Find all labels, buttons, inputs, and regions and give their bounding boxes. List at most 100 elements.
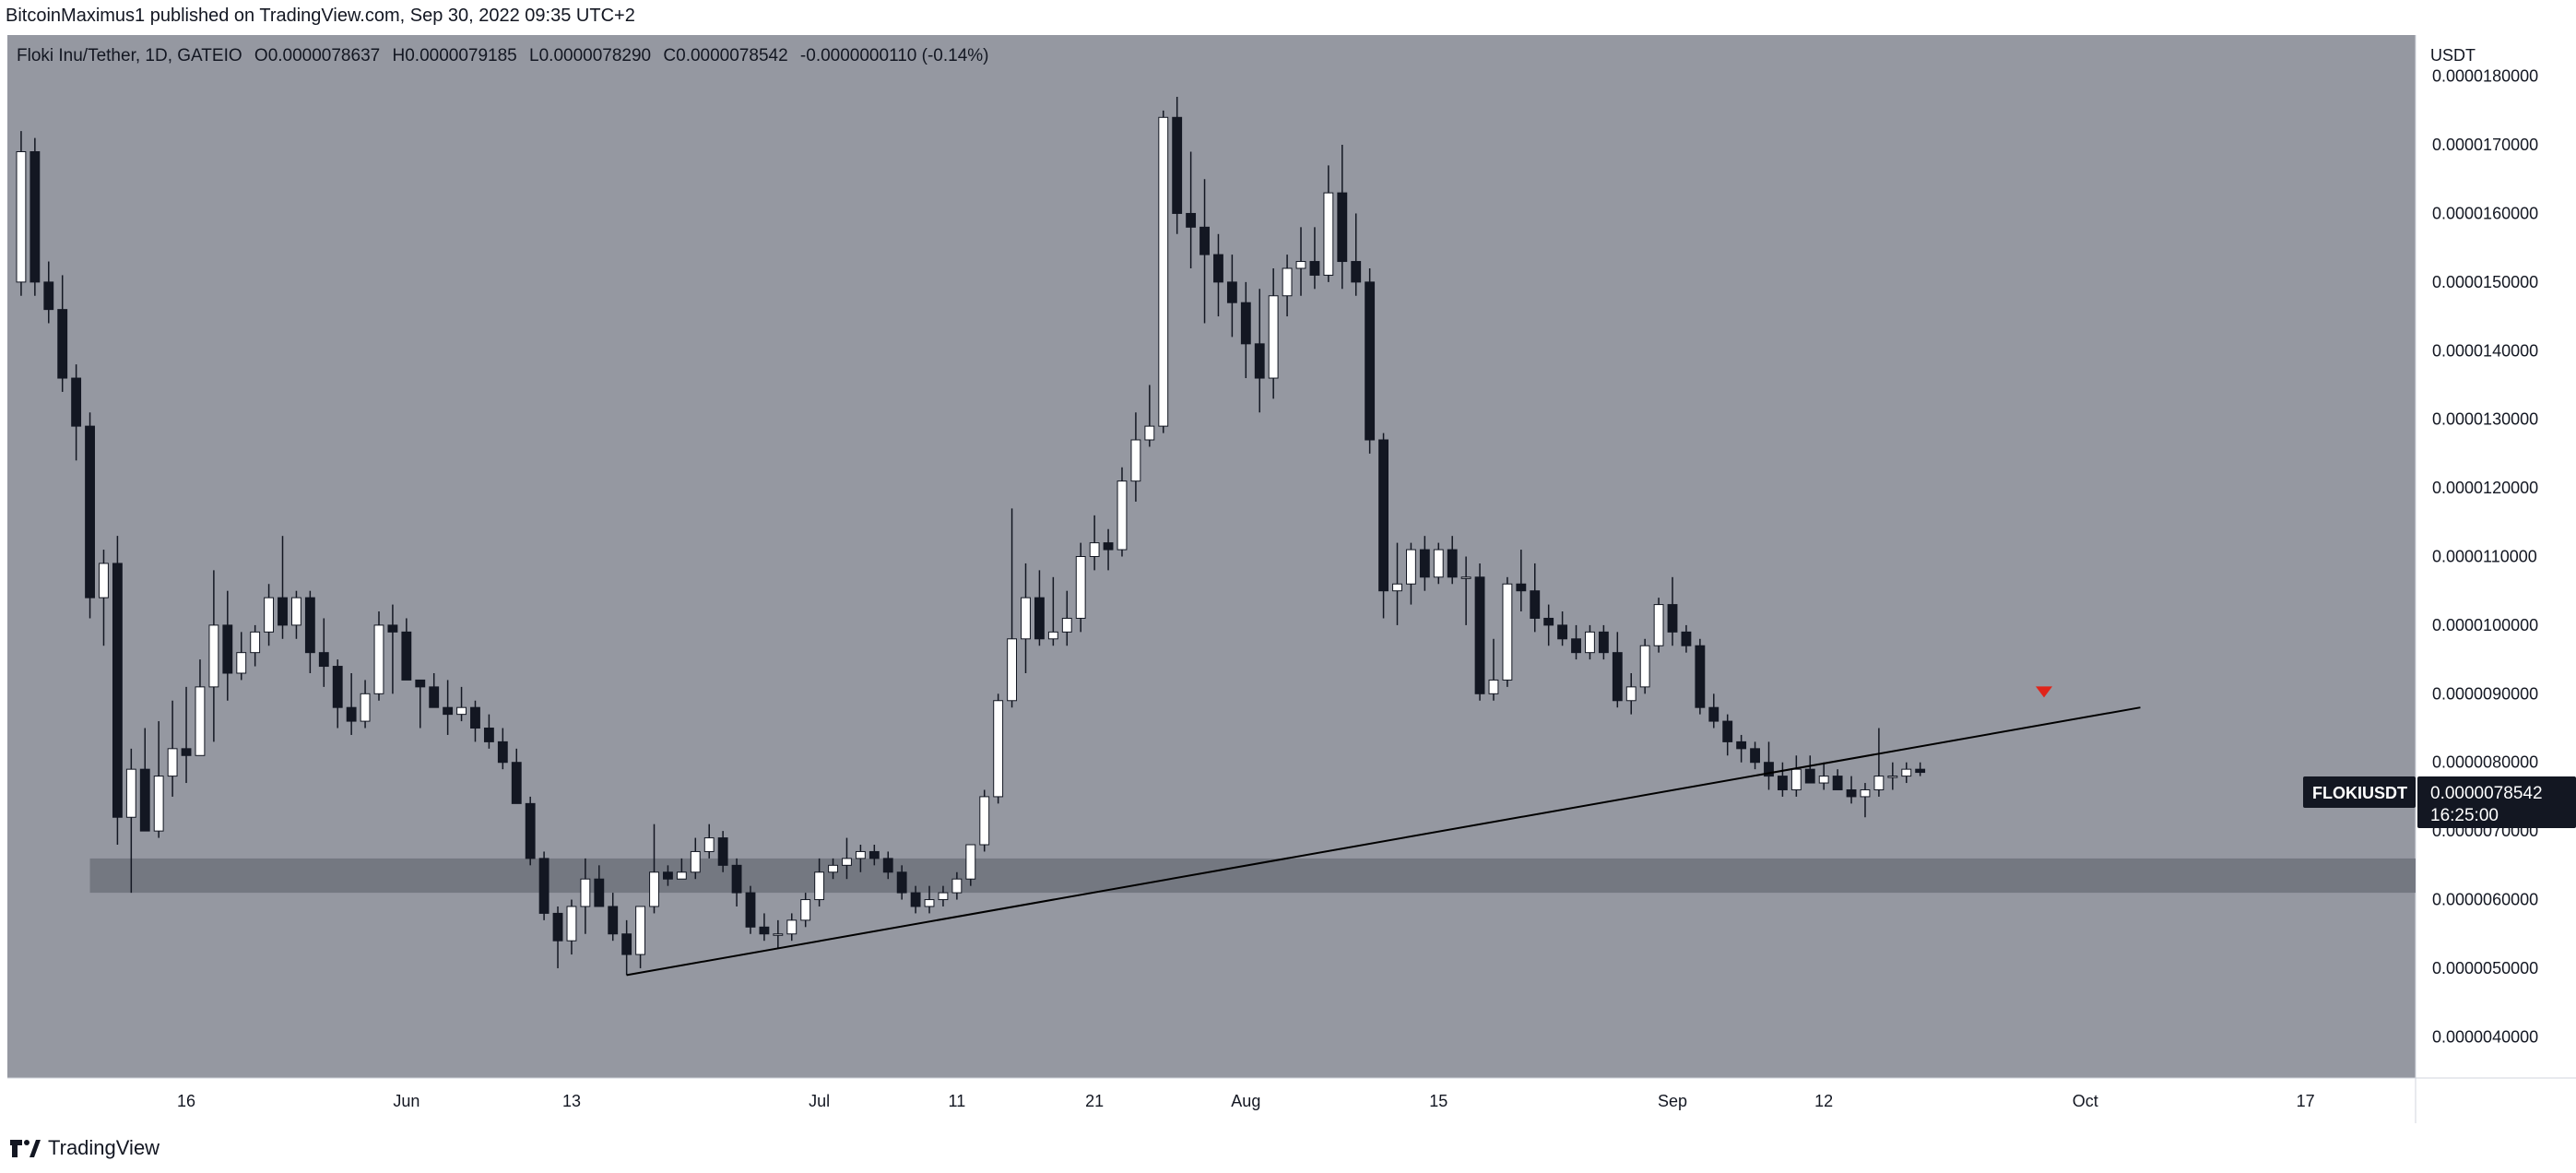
- candle[interactable]: [318, 618, 329, 687]
- candle[interactable]: [1708, 693, 1719, 729]
- candle[interactable]: [1103, 528, 1114, 571]
- candle[interactable]: [332, 659, 343, 729]
- candle[interactable]: [1158, 110, 1169, 433]
- candle[interactable]: [1460, 556, 1471, 625]
- candle[interactable]: [1860, 783, 1871, 818]
- candle[interactable]: [153, 721, 164, 838]
- candle[interactable]: [1887, 762, 1898, 790]
- candle[interactable]: [594, 865, 605, 907]
- candle[interactable]: [882, 851, 893, 880]
- candle[interactable]: [85, 412, 95, 619]
- candle[interactable]: [1378, 432, 1388, 619]
- candle[interactable]: [1695, 638, 1706, 715]
- candlestick-chart[interactable]: 0.0000040000 0.0000050000 0.0000060000 0.00…: [0, 33, 2576, 1123]
- candle[interactable]: [896, 865, 907, 900]
- candle[interactable]: [1777, 762, 1788, 797]
- candle[interactable]: [291, 590, 301, 639]
- candle[interactable]: [993, 693, 1004, 804]
- candle[interactable]: [538, 851, 549, 920]
- candle[interactable]: [1653, 598, 1664, 653]
- candle[interactable]: [1846, 776, 1857, 804]
- chart-area[interactable]: 0.0000040000 0.0000050000 0.0000060000 0.00…: [0, 33, 2576, 1123]
- candle[interactable]: [1915, 762, 1926, 776]
- candle[interactable]: [1405, 542, 1416, 605]
- candle[interactable]: [236, 632, 247, 681]
- candle[interactable]: [1722, 714, 1733, 756]
- candle[interactable]: [304, 590, 315, 673]
- candle[interactable]: [649, 823, 659, 914]
- candle[interactable]: [1557, 611, 1568, 646]
- candle[interactable]: [717, 831, 728, 872]
- candle[interactable]: [1365, 267, 1376, 454]
- candle[interactable]: [635, 906, 646, 968]
- candle[interactable]: [1075, 542, 1086, 633]
- candle[interactable]: [387, 604, 398, 694]
- candle[interactable]: [1585, 624, 1595, 660]
- candle[interactable]: [676, 858, 687, 880]
- candle[interactable]: [1337, 145, 1348, 290]
- candle[interactable]: [910, 885, 921, 914]
- candle[interactable]: [1351, 213, 1362, 296]
- candle[interactable]: [1172, 96, 1183, 234]
- candle[interactable]: [1736, 734, 1747, 763]
- candle[interactable]: [1021, 563, 1031, 673]
- candle[interactable]: [663, 865, 673, 886]
- candle[interactable]: [786, 913, 798, 942]
- candle[interactable]: [1639, 638, 1650, 694]
- candle[interactable]: [938, 885, 949, 906]
- candle[interactable]: [1901, 762, 1912, 784]
- candle[interactable]: [483, 714, 494, 749]
- candle[interactable]: [57, 275, 68, 392]
- candle[interactable]: [1309, 227, 1320, 290]
- candle[interactable]: [1681, 624, 1692, 653]
- candle[interactable]: [1804, 755, 1815, 784]
- candle[interactable]: [1433, 542, 1444, 585]
- candle[interactable]: [773, 919, 784, 948]
- candle[interactable]: [814, 858, 825, 906]
- candle[interactable]: [1764, 741, 1774, 790]
- candle[interactable]: [373, 611, 384, 701]
- candle[interactable]: [401, 618, 412, 681]
- candle[interactable]: [552, 906, 563, 968]
- candle[interactable]: [43, 261, 54, 324]
- candle[interactable]: [360, 680, 371, 729]
- candle[interactable]: [924, 885, 935, 914]
- candle[interactable]: [1061, 590, 1072, 646]
- candle[interactable]: [1474, 563, 1485, 701]
- candle[interactable]: [1625, 672, 1637, 715]
- candle[interactable]: [1254, 289, 1265, 413]
- candle[interactable]: [1516, 550, 1527, 612]
- candle[interactable]: [99, 550, 109, 646]
- candle[interactable]: [566, 899, 577, 955]
- candle[interactable]: [703, 823, 715, 859]
- candle[interactable]: [1268, 267, 1279, 399]
- candle[interactable]: [745, 885, 756, 934]
- candle[interactable]: [1818, 762, 1829, 790]
- candle[interactable]: [1007, 508, 1018, 708]
- candle[interactable]: [965, 844, 976, 886]
- candle[interactable]: [346, 672, 357, 735]
- candle[interactable]: [621, 919, 632, 976]
- candle[interactable]: [16, 131, 27, 296]
- candle[interactable]: [1667, 576, 1678, 646]
- candle[interactable]: [1530, 563, 1541, 633]
- candle[interactable]: [1598, 624, 1609, 660]
- candle[interactable]: [525, 796, 536, 866]
- candle[interactable]: [731, 858, 742, 906]
- candle[interactable]: [1392, 542, 1402, 625]
- candle[interactable]: [208, 570, 219, 742]
- candle[interactable]: [470, 700, 480, 742]
- candle[interactable]: [1117, 467, 1128, 557]
- candle[interactable]: [222, 590, 233, 701]
- candle[interactable]: [1282, 255, 1293, 317]
- candle[interactable]: [1240, 281, 1251, 379]
- candle[interactable]: [1226, 255, 1237, 338]
- candle[interactable]: [125, 748, 136, 894]
- ascending-trendline[interactable]: [626, 706, 2141, 977]
- candle[interactable]: [1295, 227, 1306, 296]
- candle[interactable]: [690, 837, 701, 880]
- candle[interactable]: [1130, 412, 1141, 502]
- time-axis[interactable]: [7, 1078, 2416, 1123]
- candle[interactable]: [250, 624, 261, 667]
- candle[interactable]: [1832, 769, 1843, 790]
